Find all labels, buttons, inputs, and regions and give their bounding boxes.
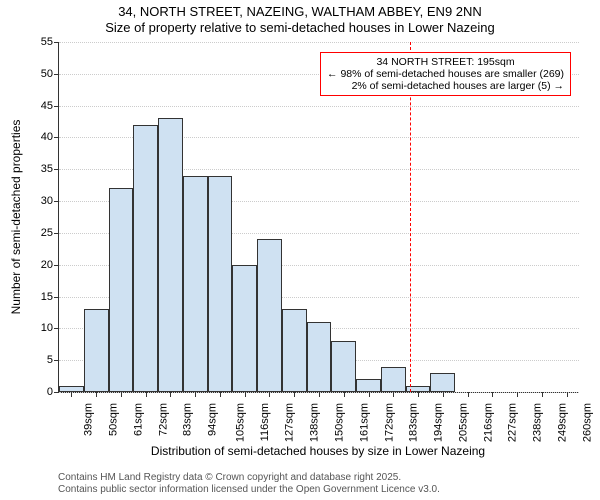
histogram-bar	[133, 125, 158, 392]
x-tick-label: 105sqm	[233, 403, 247, 442]
x-axis-label: Distribution of semi-detached houses by …	[58, 444, 578, 458]
histogram-bar	[356, 379, 381, 392]
histogram-bar	[208, 176, 233, 392]
x-tick	[71, 392, 72, 397]
x-tick	[245, 392, 246, 397]
x-tick	[344, 392, 345, 397]
y-tick-label: 10	[41, 322, 59, 334]
chart-title: 34, NORTH STREET, NAZEING, WALTHAM ABBEY…	[0, 4, 600, 36]
annotation-line1: 34 NORTH STREET: 195sqm	[327, 56, 564, 68]
x-tick	[542, 392, 543, 397]
y-tick-label: 30	[41, 195, 59, 207]
title-line1: 34, NORTH STREET, NAZEING, WALTHAM ABBEY…	[0, 4, 600, 20]
histogram-bar	[282, 309, 307, 392]
x-tick-label: 227sqm	[505, 403, 519, 442]
histogram-bar	[84, 309, 109, 392]
gridline	[59, 106, 579, 107]
x-tick-label: 61sqm	[130, 403, 144, 436]
chart-container: 34, NORTH STREET, NAZEING, WALTHAM ABBEY…	[0, 0, 600, 500]
y-tick-label: 20	[41, 259, 59, 271]
histogram-bar	[257, 239, 282, 392]
x-tick-label: 161sqm	[356, 403, 370, 442]
x-tick-label: 249sqm	[554, 403, 568, 442]
x-tick-label: 238sqm	[530, 403, 544, 442]
x-tick-label: 172sqm	[381, 403, 395, 442]
x-tick	[195, 392, 196, 397]
x-tick-label: 216sqm	[480, 403, 494, 442]
x-tick	[96, 392, 97, 397]
x-tick-label: 150sqm	[332, 403, 346, 442]
footer-line2: Contains public sector information licen…	[58, 484, 440, 496]
y-tick-label: 55	[41, 36, 59, 48]
y-tick-label: 25	[41, 227, 59, 239]
x-tick-label: 205sqm	[455, 403, 469, 442]
x-tick-label: 138sqm	[307, 403, 321, 442]
x-tick	[220, 392, 221, 397]
x-tick	[517, 392, 518, 397]
x-tick	[468, 392, 469, 397]
y-tick-label: 45	[41, 100, 59, 112]
x-tick	[319, 392, 320, 397]
y-tick-label: 35	[41, 163, 59, 175]
x-tick-label: 194sqm	[431, 403, 445, 442]
x-tick-label: 183sqm	[406, 403, 420, 442]
y-tick-label: 40	[41, 131, 59, 143]
x-tick	[146, 392, 147, 397]
histogram-bar	[381, 367, 406, 392]
x-tick	[121, 392, 122, 397]
histogram-bar	[183, 176, 208, 392]
x-tick-label: 83sqm	[180, 403, 194, 436]
x-tick	[294, 392, 295, 397]
y-axis-label: Number of semi-detached properties	[9, 120, 23, 315]
x-tick-label: 116sqm	[257, 403, 271, 441]
annotation-line2: ← 98% of semi-detached houses are smalle…	[327, 68, 564, 80]
x-tick-label: 260sqm	[579, 403, 593, 442]
y-tick-label: 5	[47, 354, 59, 366]
histogram-bar	[109, 188, 134, 392]
histogram-bar	[232, 265, 257, 392]
y-tick-label: 0	[47, 386, 59, 398]
x-tick	[269, 392, 270, 397]
y-tick-label: 15	[41, 291, 59, 303]
title-line2: Size of property relative to semi-detach…	[0, 20, 600, 36]
x-tick-label: 50sqm	[106, 403, 120, 436]
y-tick-label: 50	[41, 68, 59, 80]
footer-credits: Contains HM Land Registry data © Crown c…	[58, 472, 440, 496]
x-tick-label: 72sqm	[155, 403, 169, 436]
x-tick	[567, 392, 568, 397]
x-tick	[492, 392, 493, 397]
x-tick	[418, 392, 419, 397]
histogram-bar	[331, 341, 356, 392]
annotation-line3: 2% of semi-detached houses are larger (5…	[327, 80, 564, 92]
footer-line1: Contains HM Land Registry data © Crown c…	[58, 472, 440, 484]
gridline	[59, 42, 579, 43]
histogram-bar	[158, 118, 183, 392]
x-tick-label: 39sqm	[81, 403, 95, 436]
x-tick	[393, 392, 394, 397]
histogram-bar	[307, 322, 332, 392]
plot-area: 051015202530354045505539sqm50sqm61sqm72s…	[58, 42, 579, 393]
x-tick-label: 127sqm	[282, 403, 296, 442]
histogram-bar	[430, 373, 455, 392]
x-tick-label: 94sqm	[205, 403, 219, 436]
x-tick	[443, 392, 444, 397]
annotation-box: 34 NORTH STREET: 195sqm← 98% of semi-det…	[320, 52, 571, 96]
x-tick	[170, 392, 171, 397]
x-tick	[369, 392, 370, 397]
